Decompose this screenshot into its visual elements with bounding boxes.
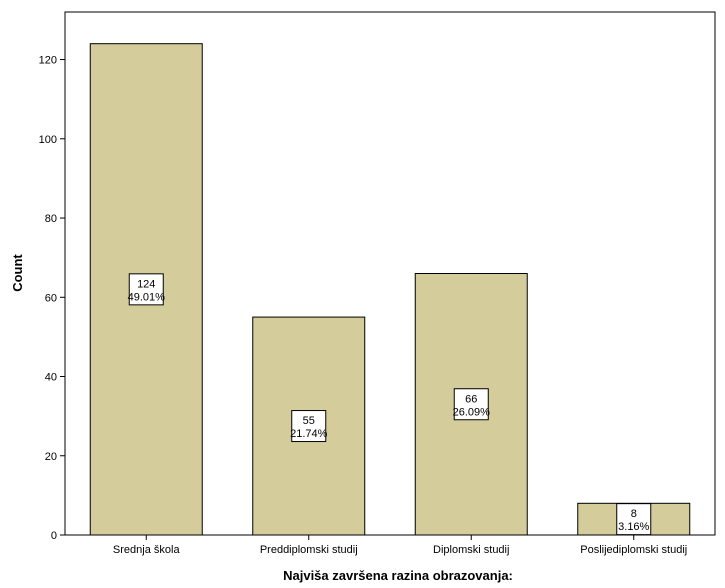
y-tick-label-2: 40	[45, 372, 57, 384]
data-label-count-1: 55	[303, 415, 315, 427]
y-axis: 0 20 40 60 80 100 120	[39, 55, 65, 542]
x-axis: Srednja škola Preddiplomski studij Diploms…	[113, 535, 687, 556]
data-label-count-3: 8	[631, 508, 637, 520]
data-label-box-0	[128, 273, 164, 306]
data-label-box-1	[291, 410, 327, 443]
data-label-percent-1: 21.74%	[290, 428, 328, 440]
data-label-3: 83.16%	[616, 503, 652, 536]
x-tick-label-0: Srednja škola	[113, 544, 181, 556]
data-label-count-0: 124	[137, 278, 155, 290]
data-label-percent-0: 49.01%	[128, 291, 166, 303]
y-axis-title: Count	[10, 254, 25, 292]
data-label-box-3	[616, 503, 652, 536]
y-tick-label-4: 80	[45, 213, 57, 225]
x-tick-label-2: Diplomski studij	[433, 544, 509, 556]
y-tick-label-6: 120	[39, 55, 57, 67]
data-label-percent-3: 3.16%	[618, 521, 649, 533]
y-tick-label-5: 100	[39, 134, 57, 146]
y-tick-label-1: 20	[45, 451, 57, 463]
data-label-percent-2: 26.09%	[453, 406, 491, 418]
x-tick-label-1: Preddiplomski studij	[260, 544, 358, 556]
y-tick-label-0: 0	[51, 530, 57, 542]
data-label-count-2: 66	[465, 393, 477, 405]
data-label-box-2	[453, 388, 489, 421]
y-tick-label-3: 60	[45, 292, 57, 304]
x-axis-title: Najviša završena razina obrazovanja:	[283, 568, 513, 583]
x-tick-label-3: Poslijediplomski studij	[580, 544, 687, 556]
